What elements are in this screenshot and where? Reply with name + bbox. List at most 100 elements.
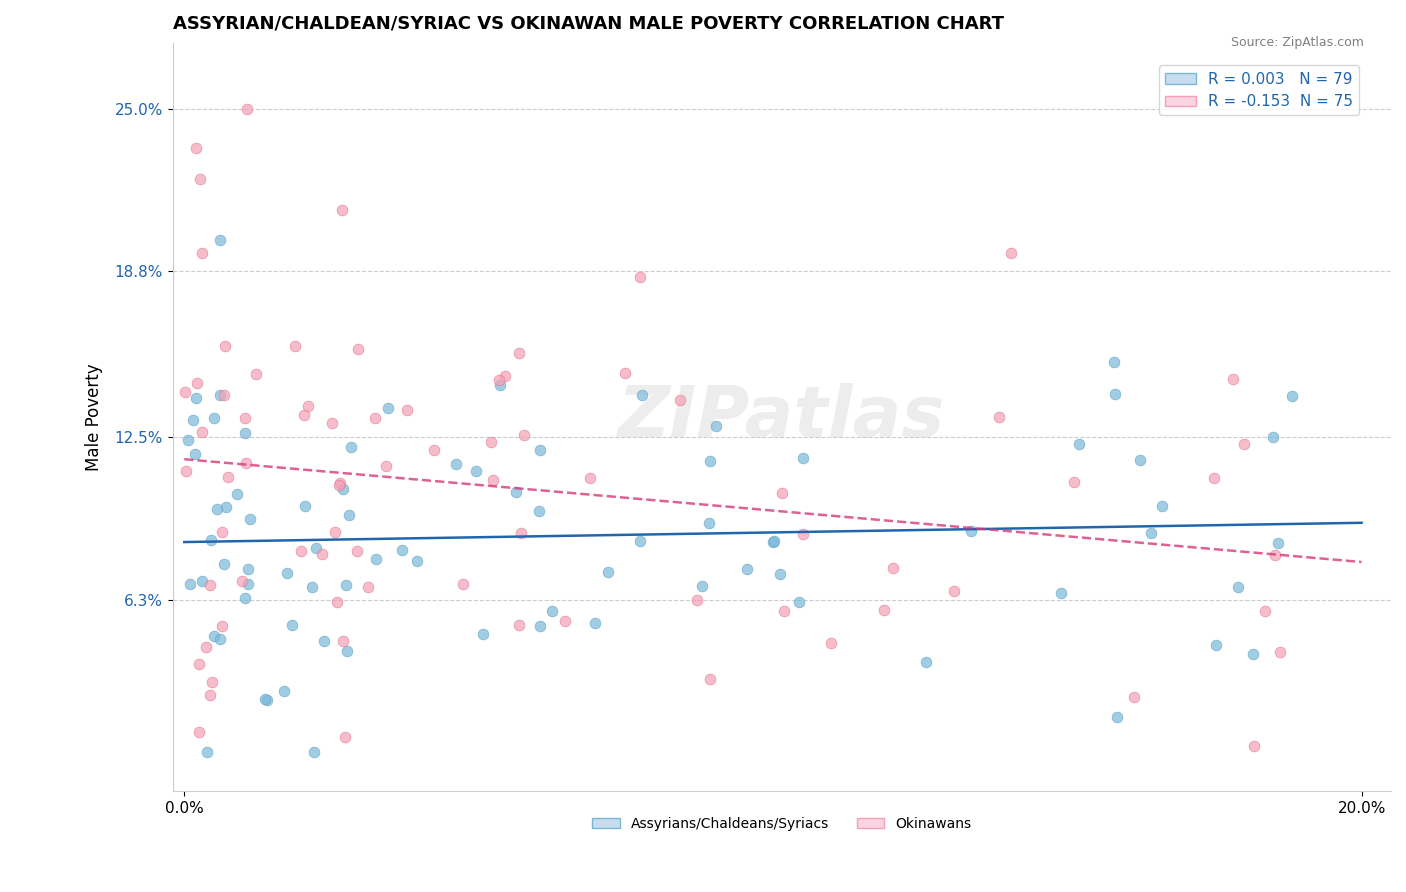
Point (914, 655, 936, 669)
Point (366, 552, 388, 566)
Point (212, 388, 235, 402)
Point (195, 640, 218, 654)
Point (395, 402, 418, 417)
Point (598, 565, 620, 579)
Point (873, 603, 896, 617)
Point (332, 634, 354, 648)
Point (214, 339, 236, 353)
Point (451, 577, 474, 591)
Point (1122, 690, 1144, 704)
Point (505, 484, 527, 499)
Point (212, 558, 235, 572)
Point (238, 577, 260, 591)
Point (329, 475, 352, 490)
Point (1270, 645, 1292, 659)
Point (215, 500, 238, 514)
Point (510, 526, 533, 541)
Point (488, 373, 510, 387)
Point (301, 580, 323, 594)
Point (294, 499, 316, 513)
Point (198, 688, 221, 702)
Point (186, 376, 208, 390)
Point (191, 425, 214, 440)
Point (312, 634, 335, 648)
Point (529, 619, 551, 633)
Point (191, 246, 214, 260)
Point (208, 233, 231, 247)
Point (529, 443, 551, 458)
Point (245, 367, 267, 381)
Point (1233, 437, 1256, 451)
Point (686, 592, 709, 607)
Point (792, 450, 814, 465)
Point (292, 409, 315, 423)
Point (177, 433, 200, 447)
Point (704, 419, 727, 434)
Point (187, 725, 209, 739)
Point (1227, 580, 1250, 594)
Point (768, 567, 790, 582)
Text: Source: ZipAtlas.com: Source: ZipAtlas.com (1230, 36, 1364, 49)
Point (174, 384, 197, 399)
Point (1281, 389, 1303, 403)
Point (1150, 499, 1173, 513)
Text: ASSYRIAN/CHALDEAN/SYRIAC VS OKINAWAN MALE POVERTY CORRELATION CHART: ASSYRIAN/CHALDEAN/SYRIAC VS OKINAWAN MAL… (173, 15, 1004, 33)
Point (325, 525, 347, 540)
Legend: Assyrians/Chaldeans/Syriacs, Okinawans: Assyrians/Chaldeans/Syriacs, Okinawans (586, 812, 977, 837)
Point (465, 464, 488, 478)
Point (356, 580, 378, 594)
Point (628, 270, 651, 285)
Point (1000, 246, 1022, 260)
Point (333, 730, 356, 744)
Point (377, 401, 399, 416)
Point (579, 471, 602, 485)
Point (188, 172, 211, 186)
Point (184, 141, 207, 155)
Point (391, 542, 413, 557)
Point (200, 578, 222, 592)
Point (226, 487, 249, 501)
Point (305, 541, 328, 556)
Point (1050, 586, 1073, 600)
Point (699, 672, 721, 686)
Point (253, 692, 276, 706)
Point (311, 547, 333, 561)
Point (405, 553, 427, 567)
Point (631, 388, 654, 402)
Point (482, 473, 505, 487)
Point (960, 524, 983, 538)
Point (209, 632, 232, 646)
Point (472, 627, 495, 641)
Point (699, 454, 721, 468)
Point (1107, 710, 1129, 724)
Point (1205, 639, 1227, 653)
Point (273, 684, 295, 698)
Point (217, 470, 239, 484)
Point (281, 618, 304, 632)
Point (772, 604, 794, 618)
Point (231, 574, 253, 589)
Y-axis label: Male Poverty: Male Poverty (86, 363, 103, 471)
Point (233, 425, 256, 440)
Point (233, 410, 256, 425)
Point (201, 675, 224, 690)
Point (792, 527, 814, 541)
Point (181, 413, 204, 427)
Point (699, 516, 721, 531)
Point (328, 478, 350, 492)
Point (423, 442, 446, 457)
Point (375, 458, 398, 473)
Point (211, 618, 233, 632)
Point (513, 427, 536, 442)
Point (346, 544, 368, 558)
Point (239, 512, 262, 526)
Point (770, 486, 793, 500)
Point (276, 566, 298, 580)
Point (628, 534, 651, 549)
Point (202, 629, 225, 643)
Point (1263, 430, 1285, 444)
Point (340, 440, 363, 454)
Point (444, 457, 467, 471)
Point (233, 591, 256, 606)
Point (321, 417, 343, 431)
